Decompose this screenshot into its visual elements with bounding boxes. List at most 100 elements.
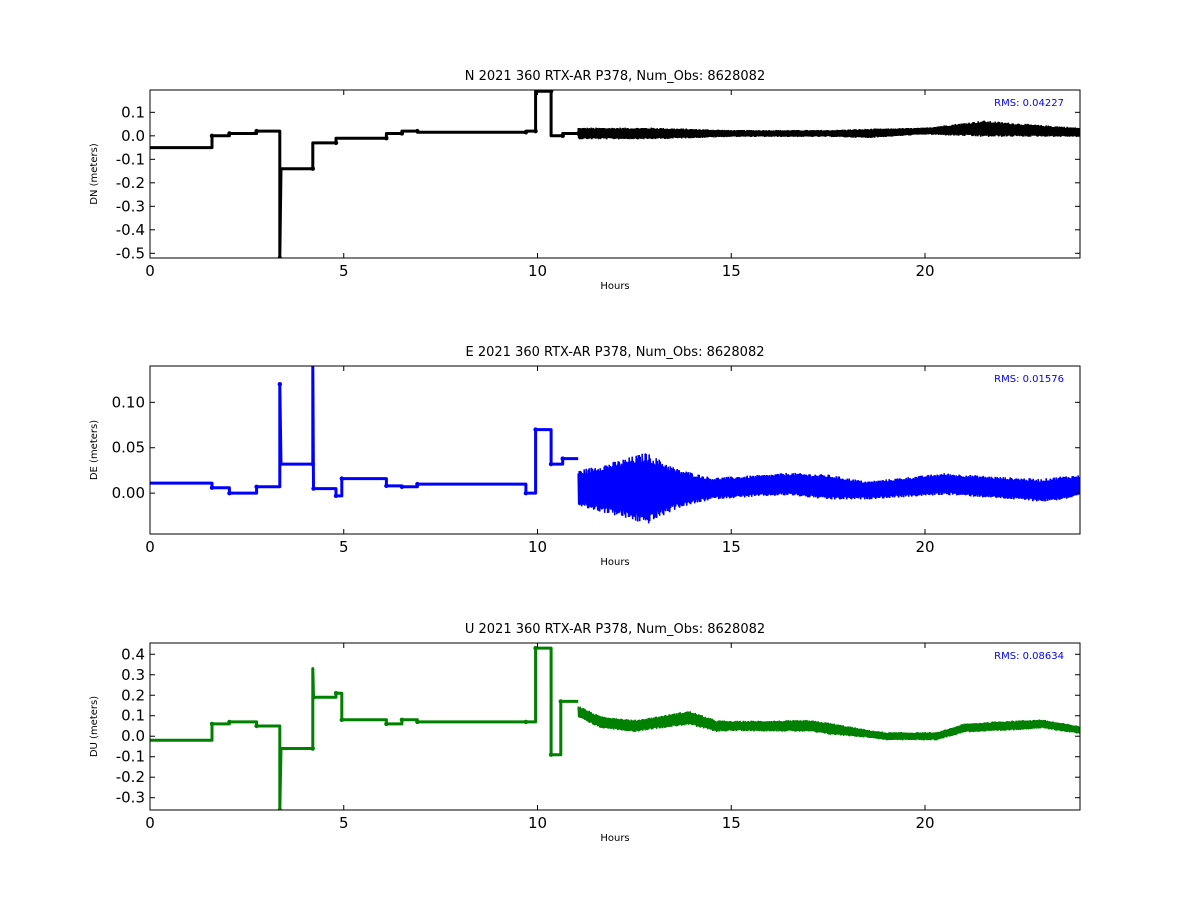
data-point [533, 128, 538, 134]
data-point [209, 485, 215, 490]
y-tick-label: 0.0 [121, 127, 145, 145]
data-point [533, 645, 538, 651]
x-tick-label: 5 [339, 538, 349, 556]
data-point [227, 131, 232, 136]
series-noise-trace [577, 706, 1080, 741]
x-tick-label: 15 [722, 262, 741, 280]
y-tick-label: 0.2 [121, 686, 145, 704]
y-tick-label: -0.3 [116, 789, 145, 807]
y-tick-label: -0.2 [116, 174, 145, 192]
data-point [311, 486, 316, 491]
data-point [254, 128, 259, 134]
x-tick-label: 0 [145, 262, 155, 280]
y-axis-label: DU (meters) [89, 696, 100, 757]
data-point [384, 135, 389, 141]
series-group [150, 366, 1080, 524]
x-tick-label: 10 [528, 262, 547, 280]
data-point [399, 131, 405, 136]
data-point [277, 807, 283, 810]
series-step-line [150, 646, 579, 810]
subplot-up: U 2021 360 RTX-AR P378, Num_Obs: 8628082… [89, 622, 1081, 844]
x-tick-label: 5 [339, 814, 349, 832]
data-point [277, 381, 283, 387]
series-noise-trace [577, 120, 1080, 140]
series-step-line [150, 366, 579, 498]
data-point [415, 719, 420, 725]
data-point [339, 717, 345, 723]
x-tick-label: 15 [722, 538, 741, 556]
data-point [548, 90, 554, 94]
data-point [533, 427, 538, 432]
data-point [310, 461, 315, 467]
data-point [384, 483, 389, 489]
series-group [150, 90, 1080, 258]
data-point [209, 133, 215, 139]
data-point [227, 719, 232, 725]
y-axis-label: DE (meters) [89, 420, 100, 480]
rms-annotation: RMS: 0.04227 [994, 98, 1064, 109]
y-tick-label: 0.1 [121, 103, 145, 121]
x-axis-label: Hours [600, 557, 629, 568]
y-tick-label: -0.1 [116, 150, 145, 168]
x-tick-label: 10 [528, 538, 547, 556]
data-point [254, 484, 259, 489]
y-tick-label: 0.10 [112, 393, 145, 411]
data-point [333, 691, 339, 696]
axes-frame [149, 89, 1081, 259]
data-point [523, 719, 529, 725]
data-point [560, 456, 565, 461]
data-point [399, 717, 405, 723]
x-tick-label: 0 [145, 538, 155, 556]
y-tick-label: -0.3 [116, 197, 145, 215]
series-noise-trace [577, 453, 1080, 524]
series-group [150, 645, 1080, 810]
data-point [333, 493, 339, 499]
data-point [384, 721, 389, 727]
subplot-east: E 2021 360 RTX-AR P378, Num_Obs: 8628082… [89, 345, 1081, 568]
axes-frame [149, 365, 1081, 535]
y-tick-label: 0.4 [121, 645, 145, 663]
data-point [415, 481, 420, 487]
data-point [558, 699, 563, 704]
data-point [523, 130, 529, 135]
plot-title: N 2021 360 RTX-AR P378, Num_Obs: 8628082 [465, 69, 765, 84]
data-point [310, 166, 315, 171]
subplot-north: N 2021 360 RTX-AR P378, Num_Obs: 8628082… [89, 69, 1081, 292]
x-axis-label: Hours [600, 281, 629, 292]
data-point [333, 140, 339, 146]
data-point [209, 721, 215, 727]
plot-title: U 2021 360 RTX-AR P378, Num_Obs: 8628082 [465, 622, 765, 637]
y-axis-label: DN (meters) [89, 143, 100, 205]
y-tick-label: -0.1 [116, 748, 145, 766]
plot-title: E 2021 360 RTX-AR P378, Num_Obs: 8628082 [466, 345, 765, 360]
y-tick-label: -0.4 [116, 221, 145, 239]
data-point [227, 490, 232, 496]
x-tick-label: 20 [915, 538, 934, 556]
y-tick-label: 0.3 [121, 666, 145, 684]
y-tick-label: -0.5 [116, 244, 145, 262]
data-point [339, 476, 345, 481]
x-tick-label: 15 [722, 814, 741, 832]
y-tick-label: 0.00 [112, 484, 145, 502]
rms-annotation: RMS: 0.01576 [994, 374, 1064, 385]
x-tick-label: 0 [145, 814, 155, 832]
y-tick-label: 0.0 [121, 727, 145, 745]
x-tick-label: 10 [528, 814, 547, 832]
data-point [415, 128, 420, 134]
data-point [254, 723, 259, 729]
data-point [311, 695, 316, 700]
data-point [523, 490, 529, 496]
y-tick-label: 0.1 [121, 707, 145, 725]
y-tick-label: -0.2 [116, 768, 145, 786]
data-point [399, 484, 405, 489]
series-step-line [150, 90, 579, 258]
data-point [310, 746, 315, 751]
x-tick-label: 20 [915, 262, 934, 280]
data-point [560, 133, 565, 139]
data-point [548, 461, 554, 467]
data-point [277, 255, 283, 258]
y-tick-label: 0.05 [112, 439, 145, 457]
x-axis-label: Hours [600, 833, 629, 844]
